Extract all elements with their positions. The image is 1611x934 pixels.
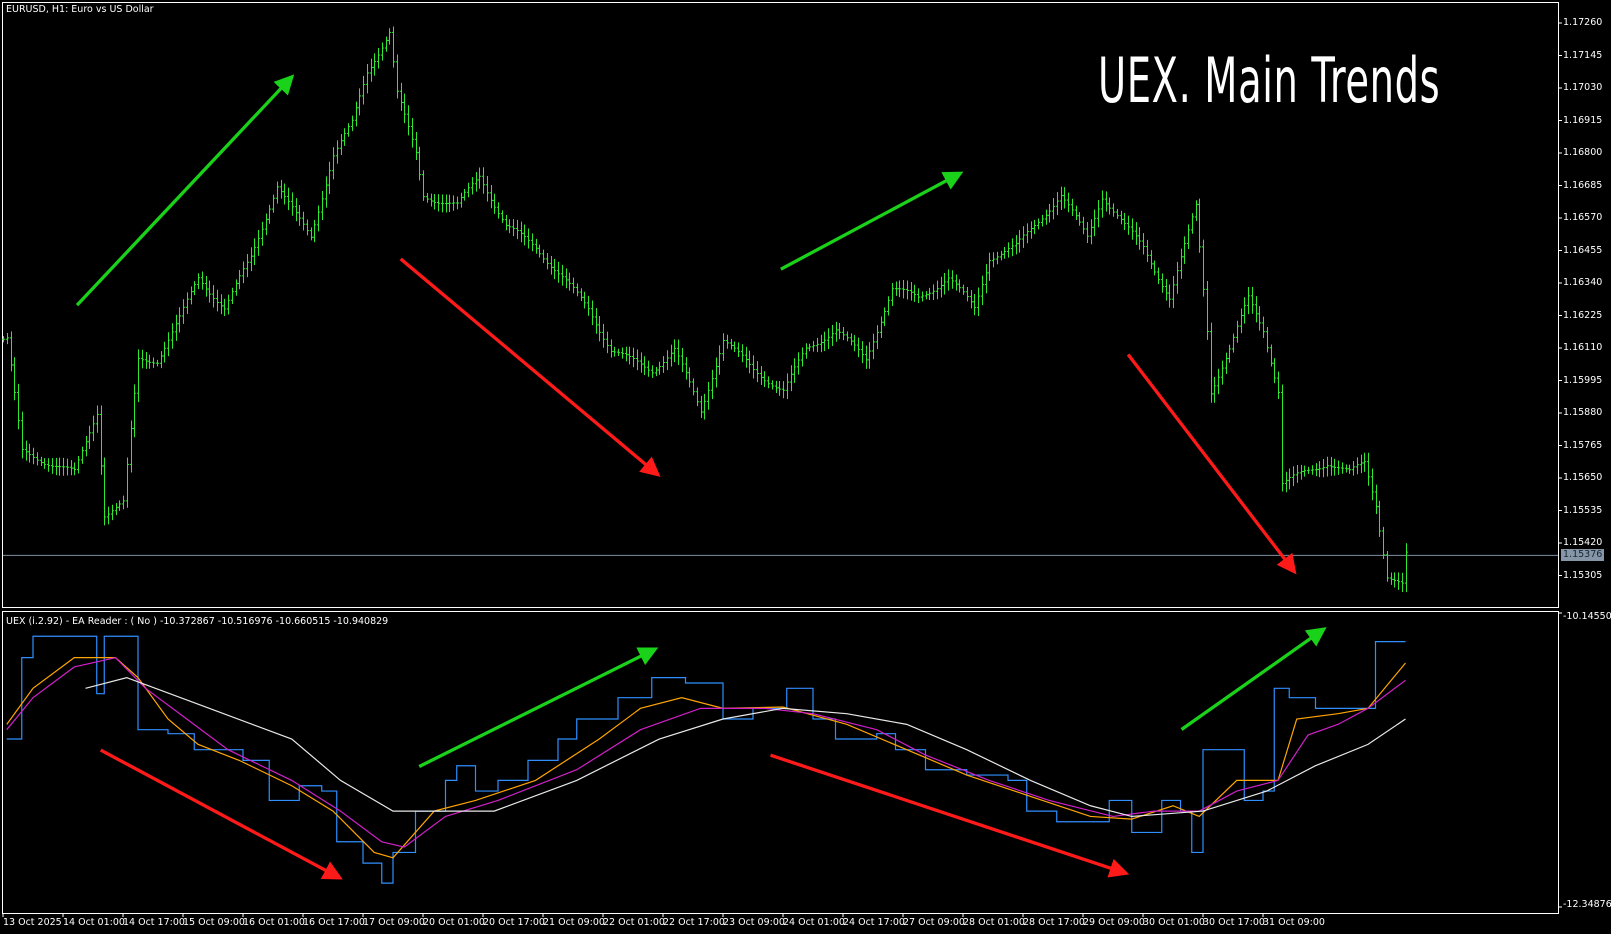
time-axis-label: 16 Oct 17:00 (303, 917, 365, 928)
indicator-line-white (85, 677, 1406, 818)
indicator-line-blue (6, 635, 1406, 884)
price-axis-label: 1.15535 (1563, 504, 1603, 516)
symbol-label: EURUSD, H1: Euro vs US Dollar (6, 4, 154, 15)
price-axis-label: 1.16225 (1563, 309, 1603, 321)
time-axis-label: 21 Oct 09:00 (543, 917, 605, 928)
price-axis-label: 1.15765 (1563, 439, 1603, 451)
price-axis-label: 1.17145 (1563, 49, 1603, 61)
down-trend-arrow (99, 748, 343, 880)
price-axis-label: 1.15650 (1563, 472, 1603, 483)
price-axis-label: 1.15420 (1563, 537, 1603, 548)
price-axis-label: 1.16570 (1563, 212, 1603, 223)
current-price-label: 1.15376 (1561, 549, 1605, 561)
down-trend-arrow (1126, 353, 1297, 575)
time-axis-label: 22 Oct 01:00 (603, 917, 665, 928)
time-axis-label: 14 Oct 17:00 (123, 917, 185, 928)
up-trend-arrow (1180, 627, 1327, 731)
time-axis-label: 15 Oct 09:00 (183, 917, 245, 928)
time-axis-label: 31 Oct 09:00 (1263, 917, 1325, 928)
indicator-axis-label: -12.348768 (1563, 899, 1611, 910)
time-axis-label: 13 Oct 2025 (3, 917, 62, 928)
price-axis-label: 1.15305 (1563, 569, 1603, 581)
time-axis-label: 17 Oct 09:00 (363, 917, 425, 928)
price-axis-label: 1.16455 (1563, 244, 1603, 256)
price-axis-label: 1.17260 (1563, 17, 1603, 28)
up-trend-arrow (780, 171, 964, 271)
time-axis-label: 14 Oct 01:00 (63, 917, 125, 928)
price-axis-label: 1.16340 (1563, 277, 1603, 288)
price-axis-label: 1.15995 (1563, 374, 1603, 386)
up-trend-arrow (75, 74, 295, 307)
indicator-label: UEX (i.2.92) - EA Reader : ( No ) -10.37… (6, 616, 389, 627)
time-axis-label: 20 Oct 17:00 (483, 917, 545, 928)
time-axis-label: 22 Oct 17:00 (663, 917, 725, 928)
time-axis-label: 27 Oct 09:00 (903, 917, 965, 928)
price-axis-label: 1.16685 (1563, 179, 1603, 191)
price-chart-pane[interactable] (2, 2, 1559, 608)
price-axis-label: 1.16110 (1563, 342, 1603, 353)
price-axis-label: 1.16800 (1563, 147, 1603, 158)
time-axis-label: 30 Oct 01:00 (1143, 917, 1205, 928)
time-axis-label: 30 Oct 17:00 (1203, 917, 1265, 928)
time-axis-label: 29 Oct 09:00 (1083, 917, 1145, 928)
time-axis-label: 16 Oct 01:00 (243, 917, 305, 928)
down-trend-arrow (770, 753, 1130, 878)
up-trend-arrow (418, 647, 659, 768)
time-axis-label: 24 Oct 17:00 (843, 917, 905, 928)
indicator-line-magenta (6, 656, 1406, 848)
indicator-line-orange (6, 657, 1406, 859)
time-axis-label: 23 Oct 09:00 (723, 917, 785, 928)
down-trend-arrow (399, 257, 661, 477)
indicator-axis-label: -10.145509 (1563, 611, 1611, 622)
price-axis-label: 1.17030 (1563, 82, 1603, 93)
time-axis-label: 28 Oct 01:00 (963, 917, 1025, 928)
time-axis-label: 24 Oct 01:00 (783, 917, 845, 928)
price-axis-label: 1.16915 (1563, 114, 1603, 126)
price-axis-label: 1.15880 (1563, 407, 1603, 418)
overlay-title: UEX. Main Trends (1098, 44, 1441, 117)
time-axis-label: 28 Oct 17:00 (1023, 917, 1085, 928)
indicator-pane[interactable] (2, 611, 1559, 914)
time-axis-label: 20 Oct 01:00 (423, 917, 485, 928)
